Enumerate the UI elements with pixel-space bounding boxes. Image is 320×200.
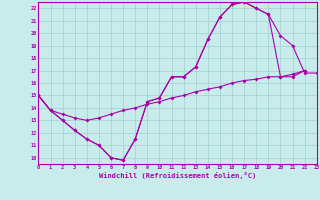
X-axis label: Windchill (Refroidissement éolien,°C): Windchill (Refroidissement éolien,°C) [99,172,256,179]
